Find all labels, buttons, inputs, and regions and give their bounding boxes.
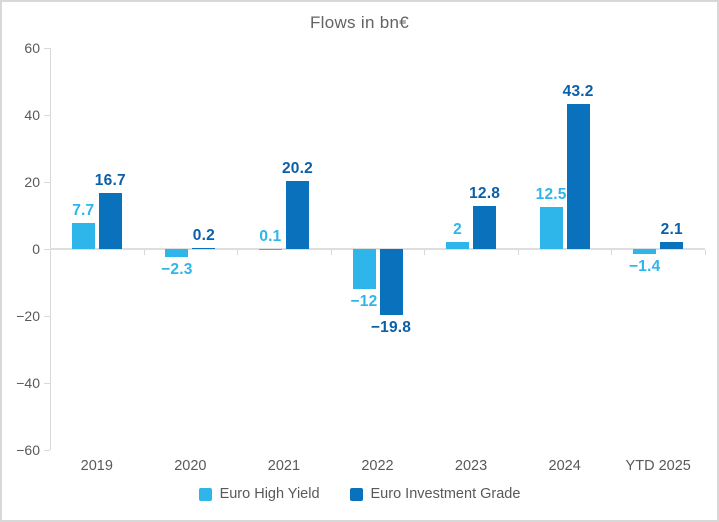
chart-title: Flows in bn€	[309, 13, 410, 32]
y-axis-tick	[44, 47, 50, 49]
x-axis-category-label: YTD 2025	[625, 458, 691, 474]
bar-value-label: 43.2	[562, 83, 594, 101]
legend-swatch-euro-investment-grade	[349, 487, 363, 501]
bar-euro-investment-grade-2021	[285, 181, 309, 249]
x-axis-category-label: 2021	[267, 458, 301, 474]
x-axis-tick	[50, 250, 51, 255]
x-axis-tick	[517, 250, 519, 255]
legend: Euro High Yield Euro Investment Grade	[2, 486, 717, 502]
x-axis-tick	[143, 250, 145, 255]
x-axis-tick	[237, 250, 239, 255]
bar-euro-high-yield-2024	[539, 207, 563, 249]
bar-euro-investment-grade-2024	[566, 104, 590, 249]
bar-value-label: −12	[350, 293, 378, 311]
bar-value-label: −1.4	[629, 257, 661, 275]
x-axis-tick	[705, 250, 706, 255]
bar-value-label: 16.7	[94, 172, 126, 190]
y-axis-tick-label: 40	[24, 107, 40, 123]
x-axis-category-label: 2024	[548, 458, 581, 474]
bar-value-label: 20.2	[281, 160, 313, 178]
bar-euro-investment-grade-2022	[379, 249, 403, 316]
bar-euro-high-yield-2019	[71, 223, 95, 249]
y-axis-tick	[44, 315, 50, 317]
bar-value-label: 0.1	[259, 227, 282, 245]
zero-baseline	[50, 248, 705, 250]
y-axis-tick-label: 60	[24, 40, 40, 56]
y-axis-tick-label: 0	[32, 241, 40, 257]
legend-label-euro-high-yield: Euro High Yield	[219, 486, 320, 502]
x-axis-category-label: 2019	[80, 458, 113, 474]
bar-euro-investment-grade-2019	[98, 193, 122, 249]
bar-euro-investment-grade-2023	[473, 206, 497, 249]
y-axis-tick-label: −40	[16, 375, 40, 391]
bar-euro-high-yield-ytd-2025	[633, 249, 657, 254]
y-axis-tick	[44, 248, 50, 250]
bar-value-label: −2.3	[161, 260, 193, 278]
legend-item-euro-high-yield: Euro High Yield	[198, 486, 320, 502]
bar-value-label: 0.2	[192, 227, 215, 245]
y-axis-tick	[44, 181, 50, 183]
y-axis-tick-label: 20	[24, 174, 40, 190]
y-axis-tick	[44, 114, 50, 116]
y-axis-tick-label: −20	[16, 308, 40, 324]
x-axis-category-label: 2022	[361, 458, 394, 474]
bar-value-label: −19.8	[370, 319, 412, 337]
bar-value-label: 12.8	[469, 185, 501, 203]
bar-euro-high-yield-2022	[352, 249, 376, 290]
x-axis-category-label: 2020	[174, 458, 207, 474]
bar-euro-high-yield-2023	[446, 242, 470, 249]
y-axis-tick-label: −60	[16, 442, 40, 458]
x-axis-tick	[611, 250, 613, 255]
bar-euro-high-yield-2020	[165, 249, 189, 257]
bar-value-label: 7.7	[72, 202, 95, 220]
bar-euro-investment-grade-2020	[192, 248, 216, 249]
bar-value-label: 2	[453, 221, 462, 239]
x-axis-tick	[330, 250, 332, 255]
x-axis-tick	[424, 250, 426, 255]
y-axis-tick	[44, 449, 50, 451]
y-axis-tick	[44, 382, 50, 384]
bar-euro-investment-grade-ytd-2025	[660, 241, 684, 249]
bar-value-label: 12.5	[535, 186, 567, 204]
legend-label-euro-investment-grade: Euro Investment Grade	[370, 486, 521, 502]
bar-euro-high-yield-2021	[258, 248, 282, 250]
x-axis-category-label: 2023	[454, 458, 488, 474]
legend-swatch-euro-high-yield	[198, 487, 212, 501]
bar-value-label: 2.1	[660, 220, 683, 238]
legend-item-euro-investment-grade: Euro Investment Grade	[349, 486, 521, 502]
